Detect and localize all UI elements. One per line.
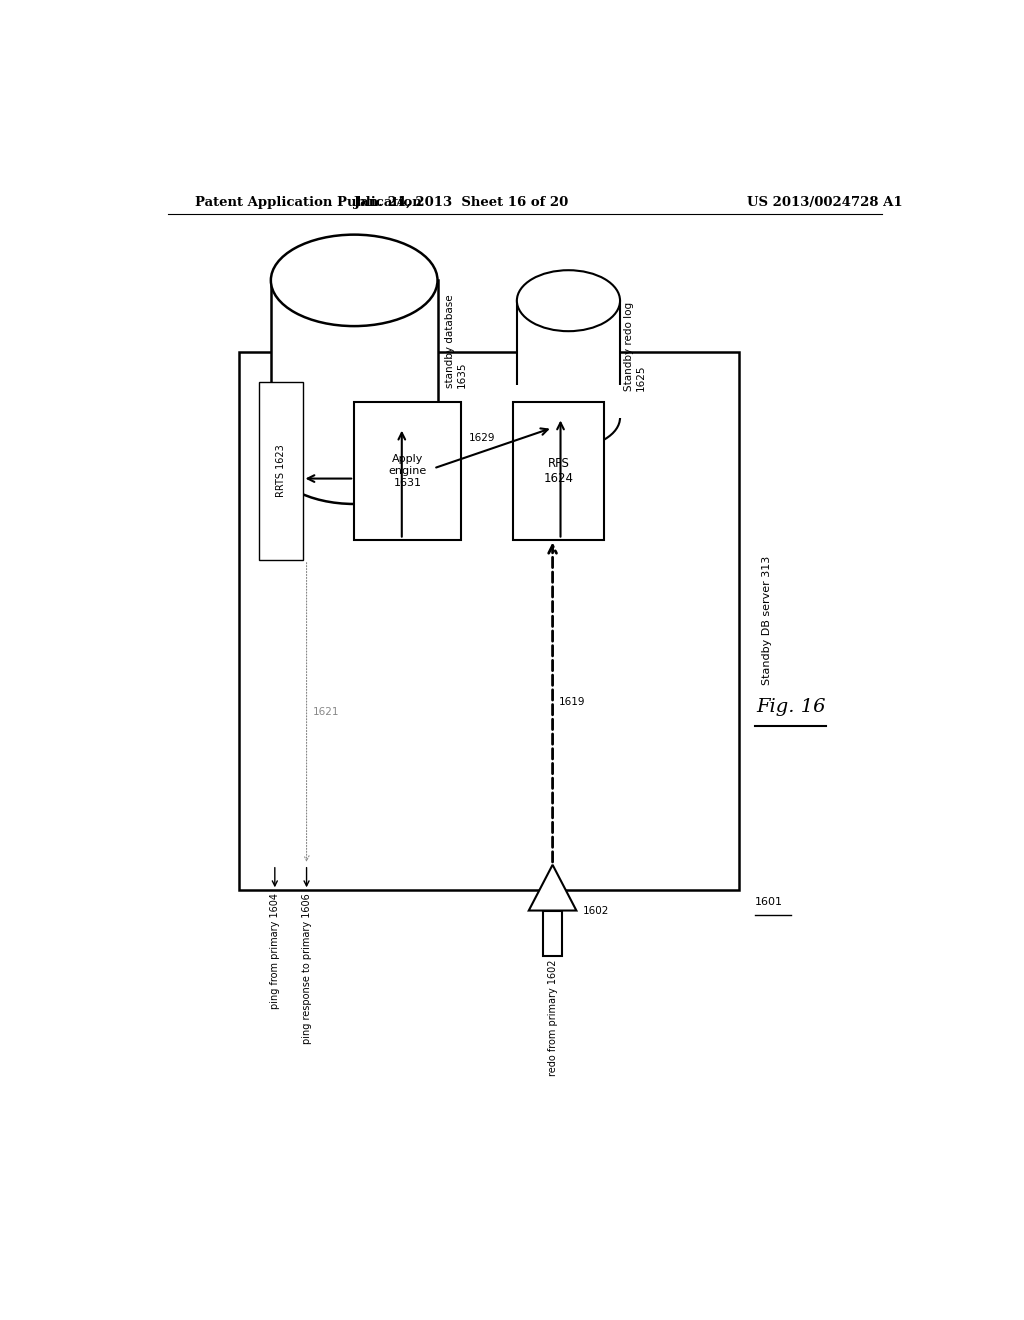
Text: Jan. 24, 2013  Sheet 16 of 20: Jan. 24, 2013 Sheet 16 of 20 xyxy=(354,195,568,209)
Text: 1633: 1633 xyxy=(409,479,434,488)
Text: RFS
1624: RFS 1624 xyxy=(544,457,573,484)
Ellipse shape xyxy=(270,235,437,326)
Bar xyxy=(543,911,562,956)
Text: ping response to primary 1606: ping response to primary 1606 xyxy=(301,894,311,1044)
Text: redo from primary 1602: redo from primary 1602 xyxy=(548,960,558,1076)
Bar xyxy=(517,301,621,417)
Polygon shape xyxy=(528,865,577,911)
Bar xyxy=(269,411,439,458)
Ellipse shape xyxy=(270,412,437,504)
Text: 1619: 1619 xyxy=(559,697,586,708)
Text: RRTS 1623: RRTS 1623 xyxy=(275,445,286,498)
Text: US 2013/0024728 A1: US 2013/0024728 A1 xyxy=(748,195,902,209)
Text: 1627: 1627 xyxy=(567,474,593,483)
Bar xyxy=(240,351,739,890)
Bar xyxy=(354,403,461,540)
Text: standby database
1635: standby database 1635 xyxy=(445,294,467,388)
Bar xyxy=(259,381,303,560)
Text: Apply
engine
1631: Apply engine 1631 xyxy=(389,454,427,487)
Text: 1601: 1601 xyxy=(755,898,783,907)
Text: ping from primary 1604: ping from primary 1604 xyxy=(269,894,280,1010)
Text: 1629: 1629 xyxy=(469,433,496,444)
Text: Standby redo log
1625: Standby redo log 1625 xyxy=(624,302,645,391)
Text: Fig. 16: Fig. 16 xyxy=(756,698,825,717)
Text: 1602: 1602 xyxy=(583,906,609,916)
Bar xyxy=(270,280,437,458)
Ellipse shape xyxy=(517,271,621,331)
Text: 1621: 1621 xyxy=(313,708,339,717)
Text: Patent Application Publication: Patent Application Publication xyxy=(196,195,422,209)
Bar xyxy=(513,403,604,540)
Text: Standby DB server 313: Standby DB server 313 xyxy=(762,556,772,685)
Bar xyxy=(515,385,622,417)
Ellipse shape xyxy=(517,387,621,447)
